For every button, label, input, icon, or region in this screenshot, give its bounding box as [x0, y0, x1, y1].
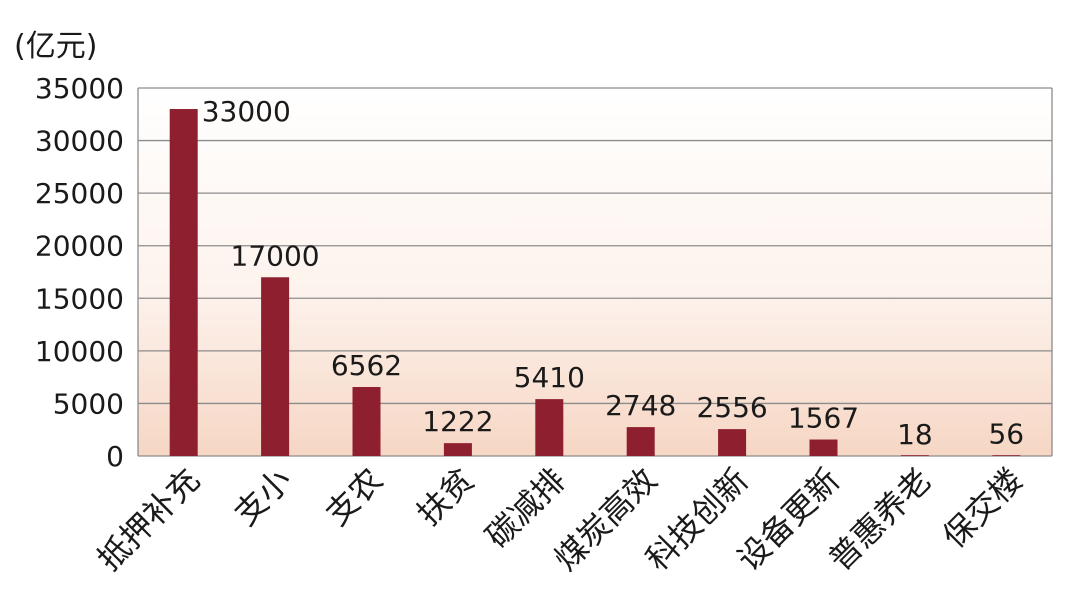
grid-lines — [137, 87, 1053, 457]
x-category-label: 抵押补充 — [90, 461, 207, 578]
bar-煤炭高效 — [626, 427, 655, 456]
data-label: 2748 — [605, 389, 676, 422]
data-label: 5410 — [514, 361, 585, 394]
data-label: 1567 — [788, 402, 859, 435]
bar-支小 — [261, 277, 290, 456]
y-axis-ticks: 0 5000 10000 15000 20000 25000 30000 35000 — [35, 72, 124, 473]
data-label: 6562 — [331, 349, 402, 382]
x-category-label: 保交楼 — [935, 461, 1030, 556]
y-tick-label: 30000 — [35, 125, 124, 158]
data-label: 18 — [897, 418, 933, 451]
data-label: 1222 — [422, 405, 493, 438]
bar-抵押补充 — [169, 109, 198, 457]
y-tick-label: 0 — [106, 440, 124, 473]
x-category-label: 扶贫 — [409, 461, 481, 533]
bar-碳减排 — [535, 399, 564, 456]
y-tick-label: 35000 — [35, 72, 124, 105]
x-category-label: 支农 — [318, 461, 390, 533]
bar-普惠养老 — [900, 455, 929, 456]
plot-area — [138, 88, 1052, 456]
bars — [169, 109, 1021, 457]
bar-保交楼 — [992, 455, 1021, 456]
x-category-label: 支小 — [227, 461, 299, 533]
x-category-label: 普惠养老 — [821, 461, 938, 578]
data-labels: 33000 17000 6562 1222 5410 2748 2556 1567 18 56 — [202, 95, 1024, 451]
y-tick-label: 25000 — [35, 177, 124, 210]
bar-支农 — [352, 387, 381, 456]
bar-设备更新 — [809, 439, 838, 456]
data-label: 2556 — [696, 391, 767, 424]
y-tick-label: 20000 — [35, 230, 124, 263]
y-tick-label: 10000 — [35, 335, 124, 368]
y-tick-label: 15000 — [35, 282, 124, 315]
data-label: 56 — [988, 417, 1024, 450]
bar-科技创新 — [718, 429, 747, 456]
bar-扶贫 — [443, 443, 472, 456]
data-label: 33000 — [202, 95, 291, 128]
y-axis-unit-label: (亿元) — [14, 29, 97, 64]
y-tick-label: 5000 — [53, 387, 124, 420]
data-label: 17000 — [231, 239, 320, 272]
